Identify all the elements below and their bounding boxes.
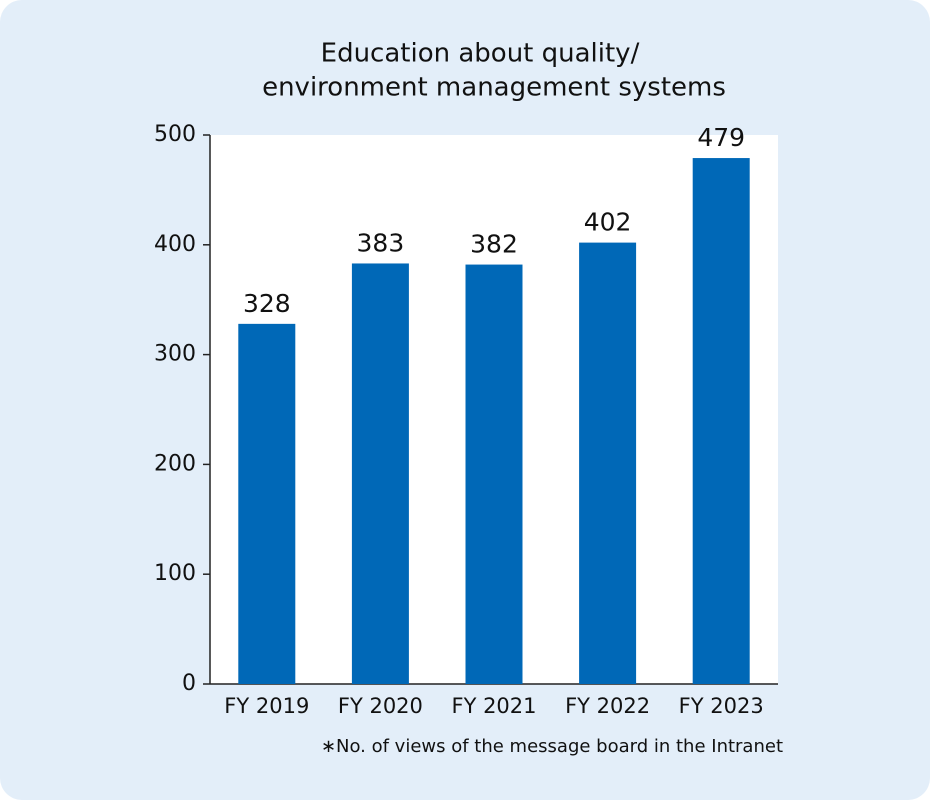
value-label: 382 [470,230,518,259]
bar [238,323,296,684]
y-tick-label: 200 [154,451,196,476]
x-tick-label: FY 2020 [338,694,423,718]
x-tick-label: FY 2019 [224,694,309,718]
footnote: ∗No. of views of the message board in th… [321,736,783,757]
value-label: 328 [243,289,291,318]
bar [692,158,750,685]
value-label: 479 [697,123,745,152]
value-label: 383 [357,228,405,257]
chart-title: Education about quality/ [321,39,640,69]
bar [579,242,637,684]
chart-title: environment management systems [262,73,726,103]
y-tick-label: 0 [182,671,196,696]
y-tick-label: 400 [154,232,196,257]
value-label: 402 [584,208,632,237]
y-tick-label: 300 [154,342,196,367]
y-tick-label: 100 [154,561,196,586]
x-tick-label: FY 2023 [679,694,764,718]
y-tick-label: 500 [154,122,196,147]
x-tick-label: FY 2022 [565,694,650,718]
bar [351,263,409,684]
bar [465,264,523,684]
x-tick-label: FY 2021 [451,694,536,718]
